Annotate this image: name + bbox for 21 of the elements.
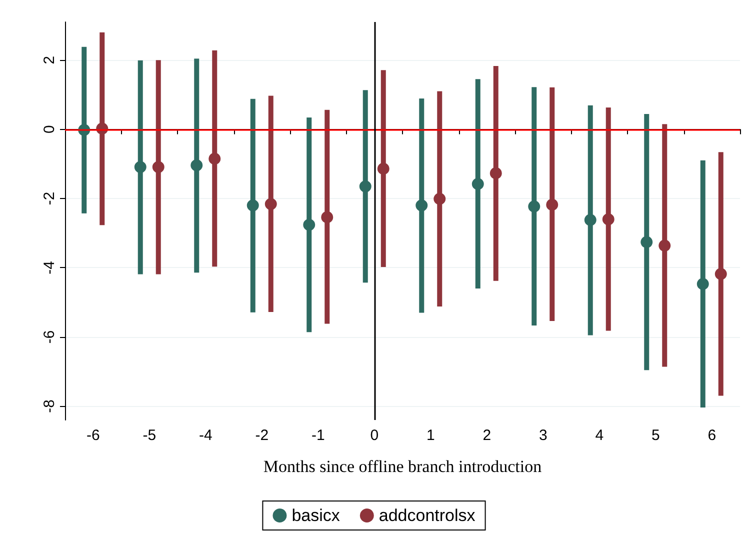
x-tick-label: -5	[142, 427, 156, 444]
x-tick-label: 1	[426, 427, 435, 444]
x-tick-label: 6	[708, 427, 716, 444]
x-tick-label: 3	[538, 427, 548, 444]
x-tick-label: -6	[86, 427, 100, 444]
x-tick-label: -1	[311, 427, 325, 444]
y-tick-label: -8	[41, 399, 58, 413]
y-tick-label: -2	[41, 192, 58, 206]
y-tick-label: 0	[41, 125, 58, 134]
x-tick-label: -4	[198, 427, 212, 444]
x-tick-label: 2	[482, 427, 492, 444]
x-tick-label: 5	[651, 427, 660, 444]
legend-label: basicx	[292, 506, 340, 525]
y-tick-label: -4	[41, 261, 58, 274]
y-tick-label: -6	[41, 330, 58, 344]
x-tick-label: 4	[595, 427, 604, 444]
legend-label: addcontrolsx	[378, 506, 476, 525]
y-tick-label: 2	[41, 56, 58, 64]
x-tick-label: -2	[255, 427, 269, 444]
x-tick-label: 0	[370, 427, 379, 444]
x-axis-title: Months since offline branch introduction	[263, 457, 542, 476]
